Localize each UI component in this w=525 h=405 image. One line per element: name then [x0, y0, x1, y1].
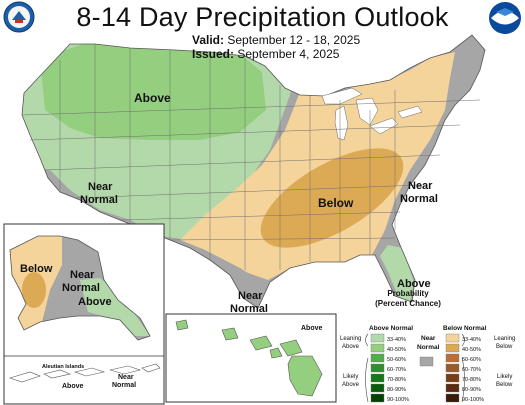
- legend-below-header: Below Normal: [443, 325, 487, 332]
- legend-above-range: 70-80%: [387, 377, 406, 383]
- label-alaska-below: Below: [20, 263, 53, 275]
- hawaii-islands: [175, 319, 323, 397]
- aleutian-islands: [9, 363, 161, 383]
- label-alaska-near-line2: Normal: [62, 282, 100, 294]
- legend-above-header: Above Normal: [369, 325, 413, 332]
- label-below-central: Below: [318, 196, 354, 210]
- legend-above-ranges: 33-40% 40-50% 50-60% 60-70% 70-80% 80-90…: [387, 337, 409, 403]
- label-hawaii-above: Above: [301, 325, 323, 332]
- label-aleutian-above: Above: [62, 383, 84, 390]
- legend-likely-above-line1: Likely: [343, 374, 358, 380]
- legend-below-ranges: 33-40% 40-50% 50-60% 60-70% 70-80% 80-90…: [462, 337, 484, 403]
- legend-brackets: [365, 333, 465, 403]
- label-near-south-line1: Near: [238, 290, 263, 302]
- valid-date-line: Valid: September 12 - 18, 2025: [192, 33, 360, 47]
- legend-likely-below-line1: Likely: [497, 374, 512, 380]
- legend-likely-below-line2: Below: [496, 382, 513, 388]
- issued-date-line: Issued: September 4, 2025: [192, 47, 339, 61]
- label-near-east-line2: Normal: [400, 193, 438, 205]
- valid-label: Valid:: [192, 33, 225, 47]
- noaa-dept-commerce-seal-icon: [3, 1, 35, 33]
- legend-below-range: 40-50%: [462, 347, 481, 353]
- legend-below-range: 80-90%: [462, 387, 481, 393]
- label-above-florida: Above: [397, 278, 431, 290]
- legend-above-range: 40-50%: [387, 347, 406, 353]
- great-lakes: [321, 87, 423, 141]
- legend-near-swatch: [419, 356, 434, 367]
- legend-below-range: 33-40%: [462, 337, 481, 343]
- label-alaska-near-line1: Near: [70, 269, 95, 281]
- legend-near-header-line2: Normal: [417, 344, 440, 351]
- label-aleutian-near-line2: Normal: [112, 382, 136, 389]
- label-aleutian-title: Aleutian Islands: [42, 364, 84, 370]
- label-above-west: Above: [134, 91, 171, 105]
- label-near-west-line1: Near: [88, 181, 113, 193]
- legend-leaning-above-line1: Leaning: [340, 336, 361, 342]
- alaska-outline: [9, 235, 151, 341]
- legend-leaning-below-line2: Below: [496, 344, 513, 350]
- legend-title-line1: Probability: [387, 289, 429, 298]
- legend-title-line2: (Percent Chance): [375, 299, 441, 308]
- legend-above-range: 50-60%: [387, 357, 406, 363]
- legend-above-range: 80-90%: [387, 387, 406, 393]
- legend-above-range: 60-70%: [387, 367, 406, 373]
- label-near-east-line1: Near: [408, 180, 433, 192]
- label-near-south-line2: Normal: [230, 303, 268, 315]
- legend-above-swatches: [370, 333, 385, 403]
- legend-below-swatches: [445, 333, 460, 403]
- issued-value: September 4, 2025: [237, 47, 340, 61]
- legend-below-range: 50-60%: [462, 357, 481, 363]
- label-near-west-line2: Normal: [80, 194, 118, 206]
- legend-below-range: 60-70%: [462, 367, 481, 373]
- label-alaska-above: Above: [78, 296, 112, 308]
- legend-below-range: 70-80%: [462, 377, 481, 383]
- legend-above-range: 90-100%: [387, 397, 409, 403]
- legend-leaning-above-line2: Above: [342, 344, 360, 350]
- state-boundaries: [21, 44, 481, 270]
- legend-near-header-line1: Near: [421, 335, 436, 342]
- page-title: 8-14 Day Precipitation Outlook: [76, 2, 449, 32]
- issued-label: Issued:: [192, 47, 235, 61]
- legend-leaning-below-line1: Leaning: [494, 336, 515, 342]
- legend-above-range: 33-40%: [387, 337, 406, 343]
- legend-below-range: 90-100%: [462, 397, 484, 403]
- label-aleutian-near-line1: Near: [118, 374, 134, 381]
- noaa-logo-icon: [489, 2, 521, 34]
- valid-value: September 12 - 18, 2025: [227, 33, 361, 47]
- legend-likely-above-line2: Above: [342, 382, 360, 388]
